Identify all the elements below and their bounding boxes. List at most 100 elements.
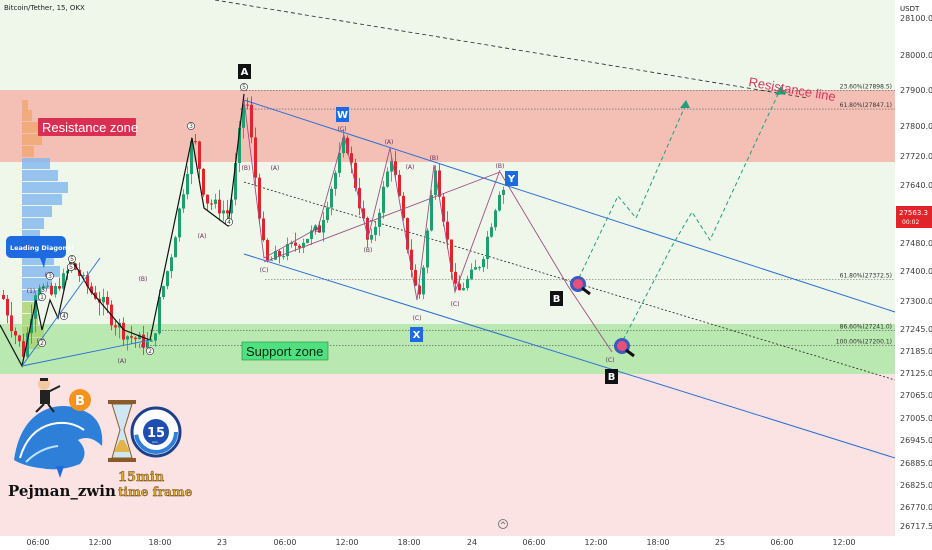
wxy-wave-lines (243, 99, 613, 353)
time-axis[interactable]: 06:00 12:00 18:00 23 06:00 12:00 18:00 24 06:00 1… (26, 538, 855, 547)
background-upper-band (0, 0, 895, 90)
time-tick-label: 18:00 (397, 538, 420, 547)
sync-icon[interactable] (498, 519, 508, 529)
candle-body (122, 322, 125, 340)
price-tick-label: 27005.0 (900, 414, 932, 423)
wave-box-b (550, 291, 563, 306)
resistance-zone-label: Resistance zone (42, 120, 138, 135)
candle-body (354, 162, 357, 188)
wave-small-label: (A) (271, 165, 280, 172)
candle-body (334, 172, 337, 189)
candle-body (458, 283, 461, 291)
candle-body (314, 225, 317, 231)
candle-body (422, 267, 425, 295)
candle-body (446, 221, 449, 240)
wave-circle-label: 1 (40, 294, 44, 301)
wave-small-label: (B) (496, 163, 505, 170)
volume-profile-bar (22, 194, 62, 205)
candle-body (454, 271, 457, 284)
candle-body (494, 210, 497, 228)
wave-small-label: (5) (39, 287, 48, 294)
time-tick-label: 06:00 (273, 538, 296, 547)
price-axis-background (895, 0, 932, 550)
candle-body (50, 285, 53, 295)
wave-box-text: W (337, 110, 348, 121)
candle-body (462, 288, 465, 291)
candle-body (330, 188, 333, 208)
candle-body (374, 226, 377, 235)
candle-body (234, 162, 237, 200)
candle-body (346, 137, 349, 154)
candle-body (498, 194, 501, 211)
wave-small-label: (C) (338, 126, 347, 133)
price-axis[interactable]: 28100.0 28000.0 27900.0 27800.0 27720.0 27640… (900, 14, 932, 531)
candle-body (274, 251, 277, 260)
candle-body (106, 296, 109, 305)
volume-profile-bar (22, 100, 28, 111)
wave-small-label: (C) (413, 315, 422, 322)
candle-body (434, 170, 437, 196)
volume-profile-bar (22, 146, 34, 157)
candle-body (478, 267, 481, 269)
candle-body (342, 137, 345, 154)
candle-body (134, 337, 137, 340)
candle-body (362, 208, 365, 218)
volume-profile-bar (22, 302, 34, 313)
wave-small-label: (A) (198, 233, 207, 240)
wave-circle-label: 2 (40, 340, 44, 347)
target-marker-b1[interactable] (570, 276, 591, 296)
candle-body (30, 318, 33, 334)
svg-text:00:02: 00:02 (902, 219, 919, 226)
candle-body (426, 230, 429, 268)
target-marker-b2[interactable] (614, 338, 635, 358)
price-tick-label: 26717.5 (900, 522, 932, 531)
candle-body (198, 141, 201, 169)
wave-box-a (238, 64, 251, 79)
resistance-zone-label-bg (38, 118, 136, 136)
svg-text:B: B (75, 394, 85, 409)
resistance-zone-band (0, 90, 895, 162)
price-tick-label: 27185.0 (900, 347, 932, 356)
candle-body (318, 225, 321, 233)
time-tick-label: 06:00 (770, 538, 793, 547)
candle-body (6, 298, 9, 316)
wave-circle-label: 5 (69, 264, 73, 271)
candle-body (214, 199, 217, 205)
candle-body (42, 286, 45, 289)
svg-text:27563.3: 27563.3 (899, 209, 928, 217)
candle-body (490, 227, 493, 237)
time-tick-label: 23 (217, 538, 227, 547)
volume-profile-bar (22, 290, 42, 301)
candle-body (410, 249, 413, 271)
price-tick-label: 27400.0 (900, 267, 932, 276)
price-tick-label: 27065.0 (900, 391, 932, 400)
volume-profile-bar (22, 134, 42, 145)
wave-box-w (336, 107, 349, 122)
candle-body (326, 207, 329, 220)
candle-body (114, 325, 117, 328)
wave-circle-label: 3 (48, 273, 52, 280)
candle-body (398, 174, 401, 196)
price-tick-label: 27720.0 (900, 152, 932, 161)
candle-body (370, 234, 373, 240)
wave-circle-marker (60, 312, 68, 320)
time-tick-label: 12:00 (584, 538, 607, 547)
wave-small-label: (B) (313, 227, 322, 234)
candle-body (90, 286, 93, 293)
svg-text:15: 15 (147, 426, 165, 441)
wave-circle-label: 4 (227, 219, 231, 226)
wave-circle-marker (46, 272, 54, 280)
candle-body (230, 199, 233, 214)
wave-small-label: (B) (242, 165, 251, 172)
wave-box-text: X (413, 330, 421, 341)
candle-body (298, 245, 301, 248)
candle-body (282, 256, 285, 258)
price-tick-label: 27900.0 (900, 86, 932, 95)
candle-body (130, 336, 133, 338)
volume-profile-bar (22, 278, 52, 289)
candle-body (386, 171, 389, 187)
candle-body (206, 194, 209, 204)
time-tick-label: 06:00 (522, 538, 545, 547)
